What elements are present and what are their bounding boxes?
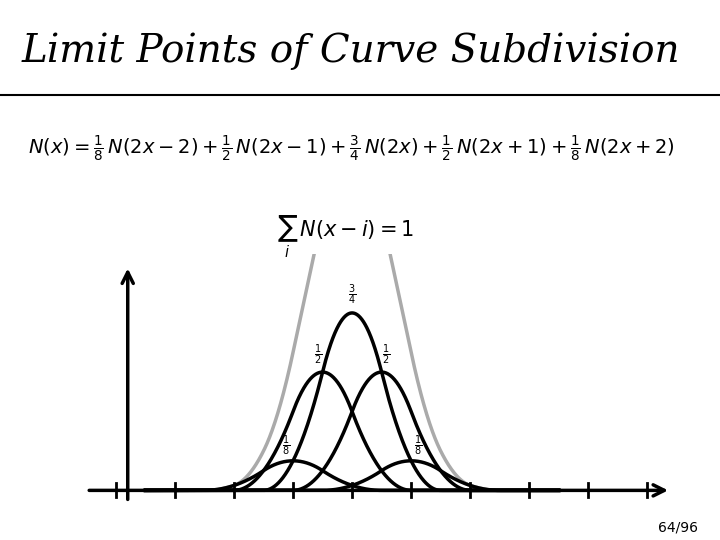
Text: $\frac{3}{4}$: $\frac{3}{4}$ [348,282,356,307]
Text: Limit Points of Curve Subdivision: Limit Points of Curve Subdivision [22,32,680,70]
Text: $\frac{1}{2}$: $\frac{1}{2}$ [315,343,323,367]
Text: $\frac{1}{8}$: $\frac{1}{8}$ [414,434,422,458]
Text: $\sum_{i}\,N(x-i)=1$: $\sum_{i}\,N(x-i)=1$ [277,214,414,260]
Text: $\frac{1}{8}$: $\frac{1}{8}$ [282,434,290,458]
Text: $\frac{1}{2}$: $\frac{1}{2}$ [382,343,390,367]
Text: 64/96: 64/96 [658,521,698,535]
Text: $N(x) = \frac{1}{8}\,N(2x-2)+\frac{1}{2}\,N(2x-1)+\frac{3}{4}\,N(2x)+\frac{1}{2}: $N(x) = \frac{1}{8}\,N(2x-2)+\frac{1}{2}… [28,133,675,164]
